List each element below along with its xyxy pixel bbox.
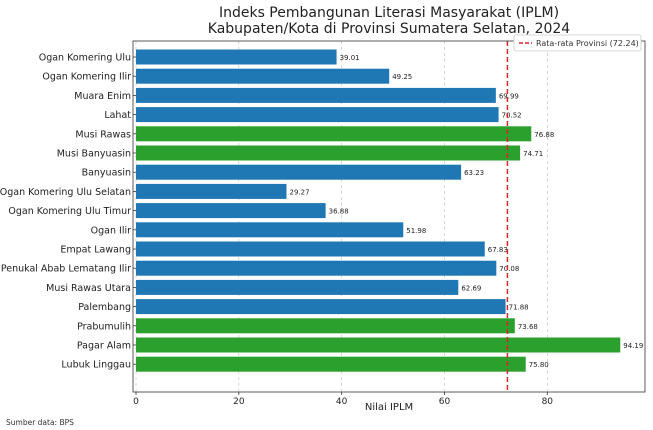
bar-value-label: 29.27 bbox=[289, 188, 309, 196]
x-tick-label: 60 bbox=[439, 397, 451, 407]
bar-value-label: 75.80 bbox=[529, 361, 549, 369]
source-note: Sumber data: BPS bbox=[6, 418, 74, 427]
bar bbox=[136, 49, 337, 65]
bar-value-label: 36.88 bbox=[329, 208, 349, 216]
legend-label: Rata-rata Provinsi (72.24) bbox=[536, 39, 639, 48]
bar-value-label: 39.01 bbox=[340, 54, 360, 62]
bar bbox=[136, 164, 462, 180]
bar-value-label: 63.23 bbox=[464, 169, 484, 177]
bar bbox=[136, 222, 404, 238]
category-label: Ogan Komering Ulu Selatan bbox=[0, 187, 131, 198]
bar-value-label: 67.83 bbox=[488, 246, 508, 254]
bar bbox=[136, 68, 390, 84]
bar bbox=[136, 87, 496, 103]
bars-layer: 39.01 49.25 69.99 70.52 76.88 74.71 63.23 29.27… bbox=[136, 49, 643, 372]
category-label: Musi Rawas Utara bbox=[46, 283, 131, 294]
category-label: Banyuasin bbox=[82, 168, 131, 179]
legend-box bbox=[513, 34, 642, 52]
chart-subtitle: Kabupaten/Kota di Provinsi Sumatera Sela… bbox=[208, 21, 571, 37]
bar-value-label: 71.88 bbox=[509, 304, 529, 312]
bar bbox=[136, 241, 485, 257]
category-label: Lahat bbox=[104, 110, 131, 121]
bar bbox=[136, 203, 326, 219]
bar bbox=[136, 126, 532, 142]
category-label: Ogan Komering Ulu Timur bbox=[8, 206, 131, 217]
x-tick-label: 80 bbox=[542, 397, 554, 407]
bar bbox=[136, 356, 526, 372]
bar bbox=[136, 145, 521, 161]
category-label: Lubuk Linggau bbox=[61, 360, 131, 371]
x-tick-label: 20 bbox=[233, 397, 245, 407]
bar-value-label: 69.99 bbox=[499, 92, 519, 100]
x-tick-label: 0 bbox=[133, 397, 139, 407]
category-label: Muara Enim bbox=[74, 91, 131, 102]
bar bbox=[136, 279, 459, 295]
category-label: Penukal Abab Lematang Ilir bbox=[1, 264, 131, 275]
x-axis-label: Nilai IPLM bbox=[365, 402, 413, 413]
bar-value-label: 70.52 bbox=[502, 112, 522, 120]
bar bbox=[136, 299, 506, 315]
bar-value-label: 70.08 bbox=[499, 265, 519, 273]
bar-value-label: 94.19 bbox=[623, 342, 643, 350]
bar-value-label: 76.88 bbox=[534, 131, 554, 139]
category-label: Musi Rawas bbox=[75, 129, 131, 140]
category-label: Prabumulih bbox=[77, 321, 131, 332]
category-label: Empat Lawang bbox=[60, 245, 131, 256]
bar bbox=[136, 260, 497, 276]
plot-frame bbox=[132, 40, 646, 393]
category-label: Pagar Alam bbox=[77, 341, 131, 352]
y-tick-labels: Ogan Komering Ulu Ogan Komering Ilir Muara… bbox=[0, 53, 136, 371]
x-tick-label: 40 bbox=[336, 397, 348, 407]
bar-value-label: 62.69 bbox=[461, 284, 481, 292]
bar bbox=[136, 318, 515, 334]
chart-title: Indeks Pembangunan Literasi Masyarakat (… bbox=[219, 5, 559, 21]
category-label: Ogan Komering Ulu bbox=[39, 53, 131, 64]
bar-value-label: 73.68 bbox=[518, 323, 538, 331]
bar bbox=[136, 107, 499, 123]
category-label: Ogan Komering Ilir bbox=[42, 72, 131, 83]
category-label: Musi Banyuasin bbox=[57, 149, 131, 160]
bar bbox=[136, 183, 287, 199]
bar-value-label: 74.71 bbox=[523, 150, 543, 158]
bar-value-label: 51.98 bbox=[406, 227, 426, 235]
x-tick-labels: 0 20 40 60 80 bbox=[133, 392, 553, 407]
category-label: Palembang bbox=[78, 302, 131, 313]
bar bbox=[136, 337, 621, 353]
bar-value-label: 49.25 bbox=[392, 73, 412, 81]
legend: Rata-rata Provinsi (72.24) bbox=[513, 34, 642, 52]
category-label: Ogan Ilir bbox=[91, 225, 131, 236]
